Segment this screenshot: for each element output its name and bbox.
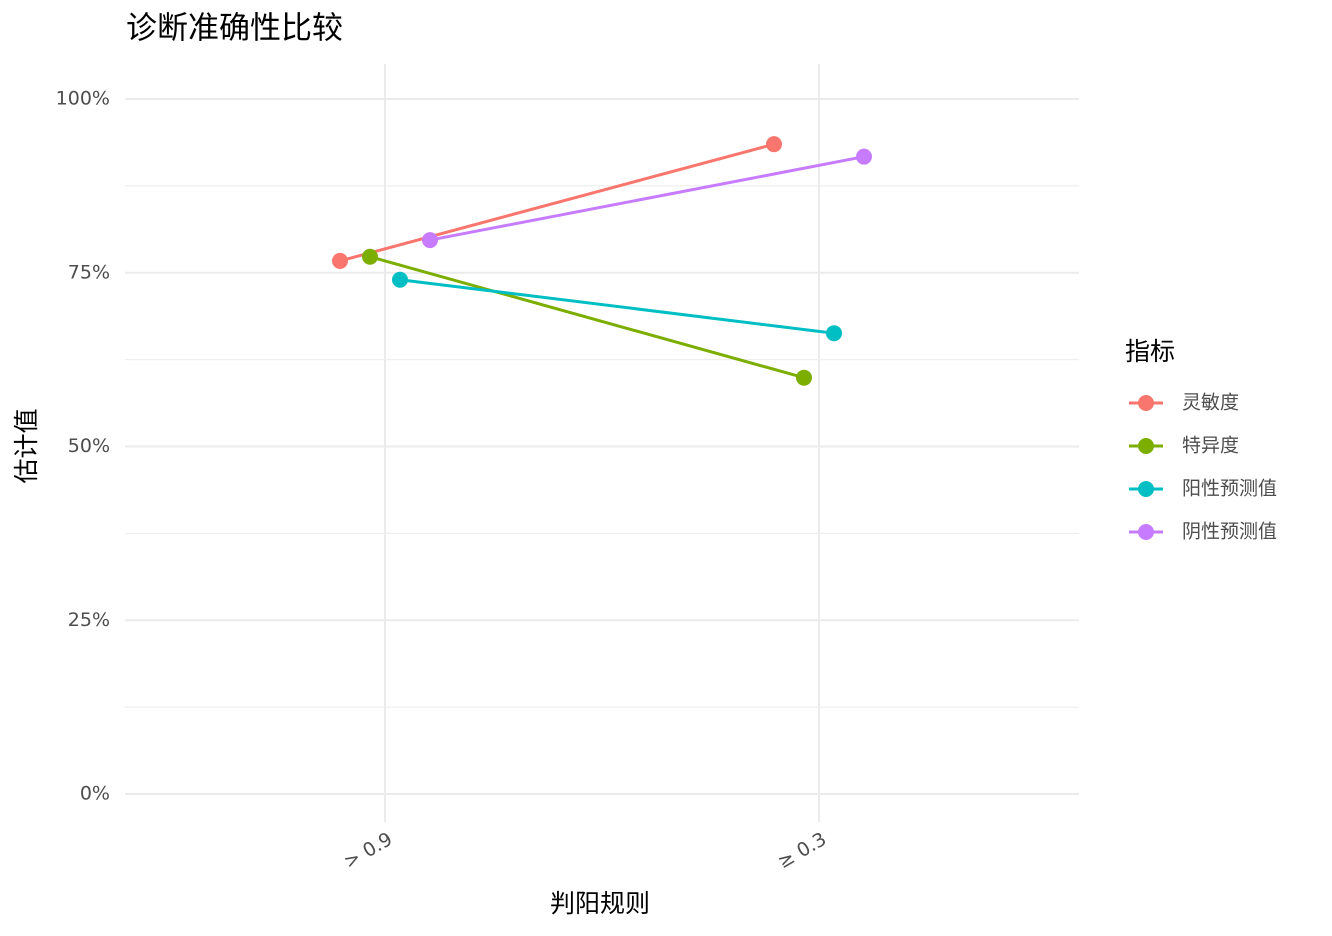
y-tick-label: 0% <box>80 783 110 805</box>
legend-label: 阴性预测值 <box>1182 521 1277 543</box>
x-axis-title: 判阳规则 <box>550 889 650 918</box>
legend-label: 阳性预测值 <box>1182 478 1277 500</box>
point <box>422 232 438 249</box>
point <box>362 248 378 265</box>
legend-point <box>1138 438 1154 454</box>
series-line <box>399 278 835 335</box>
y-tick-label: 25% <box>68 609 110 631</box>
x-tick-label: > 0.9 <box>340 828 396 873</box>
legend-title: 指标 <box>1125 337 1175 366</box>
series-line <box>429 155 865 242</box>
point <box>392 271 408 288</box>
y-tick-label: 75% <box>68 261 110 283</box>
legend-point <box>1138 481 1154 497</box>
grid <box>125 64 1079 822</box>
point <box>796 369 812 386</box>
legend-point <box>1138 395 1154 411</box>
x-tick-label: ≥ 0.3 <box>774 828 830 873</box>
legend-label: 特异度 <box>1182 435 1239 457</box>
y-axis-title: 估计值 <box>12 408 41 483</box>
point <box>332 252 348 269</box>
chart-title: 诊断准确性比较 <box>126 11 343 47</box>
legend-label: 灵敏度 <box>1182 392 1239 414</box>
series-line <box>369 255 805 380</box>
point <box>766 136 782 153</box>
y-tick-label: 50% <box>68 435 110 457</box>
point <box>826 325 842 342</box>
y-tick-label: 100% <box>56 88 110 110</box>
series-line <box>339 142 775 263</box>
legend-point <box>1138 524 1154 540</box>
point <box>856 148 872 165</box>
